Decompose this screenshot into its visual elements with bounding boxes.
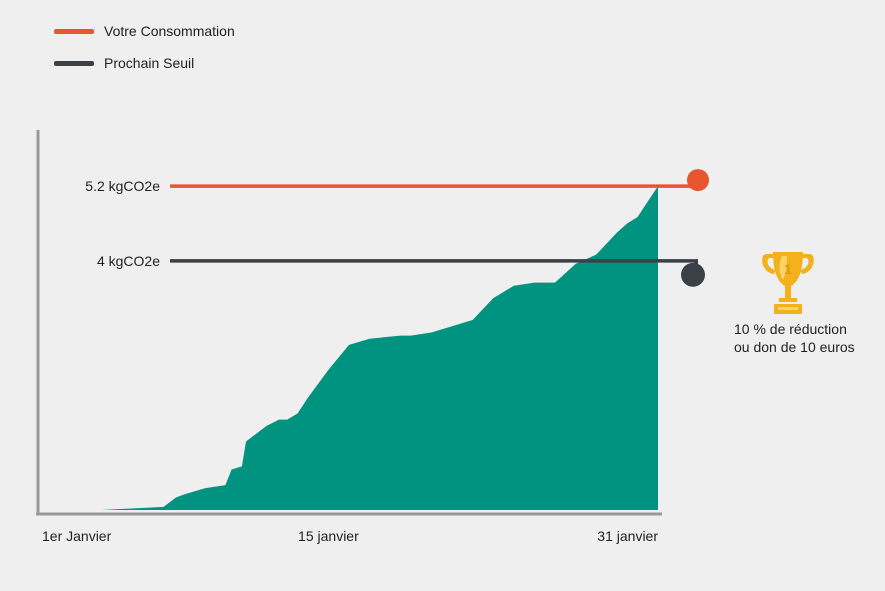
x-tick-label: 31 janvier [597, 528, 658, 544]
reward-text: 10 % de réduction ou don de 10 euros [734, 320, 855, 356]
reward-line-2: ou don de 10 euros [734, 339, 855, 355]
legend-swatch-consumption [54, 28, 94, 34]
svg-text:1: 1 [784, 261, 792, 277]
legend-swatch-threshold [54, 60, 94, 66]
trophy-icon: 1 [762, 252, 814, 314]
x-tick-label: 15 janvier [298, 528, 359, 544]
legend-label-consumption: Votre Consommation [104, 23, 235, 39]
legend-item-consumption: Votre Consommation [54, 20, 235, 42]
consumption-value-label: 5.2 kgCO2e [85, 178, 160, 194]
consumption-area [40, 186, 658, 511]
legend-label-threshold: Prochain Seuil [104, 55, 195, 71]
threshold-marker [681, 262, 705, 287]
legend: Votre Consommation Prochain Seuil [54, 20, 235, 84]
reward-line-1: 10 % de réduction [734, 321, 847, 337]
x-tick-label: 1er Janvier [42, 528, 112, 544]
threshold-value-label: 4 kgCO2e [97, 253, 160, 269]
legend-item-threshold: Prochain Seuil [54, 52, 235, 74]
consumption-marker [687, 169, 709, 192]
